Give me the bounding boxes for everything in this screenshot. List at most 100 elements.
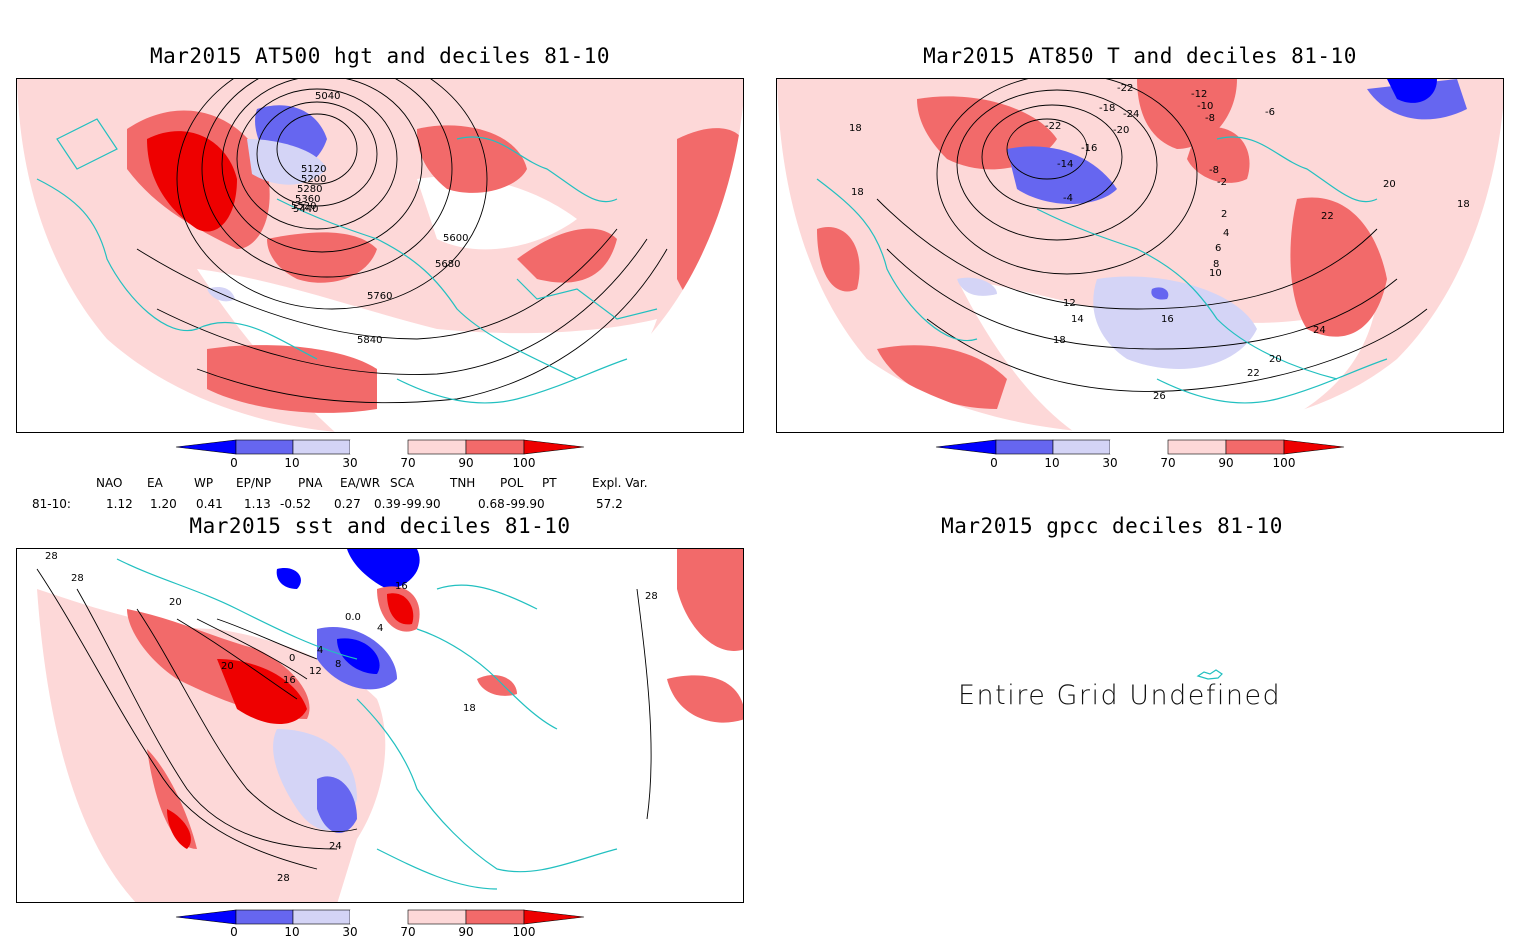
t850-label-21: 16 — [1161, 314, 1174, 325]
t850-label-4: -12 — [1191, 89, 1207, 100]
sst-label-8: 0 — [289, 653, 295, 664]
sst-label-4: 16 — [283, 675, 296, 686]
t850-label-2: -18 — [1099, 103, 1115, 114]
t850-label-0: -22 — [1117, 83, 1133, 94]
index-value-nao: 1.12 — [106, 497, 133, 511]
sst-label-7: 4 — [317, 645, 323, 656]
t850-label-17: 8 — [1213, 259, 1219, 270]
index-name-ea: EA — [147, 476, 163, 490]
gpcc-island-mark — [1196, 669, 1223, 680]
z500-label-7: 5600 — [443, 233, 468, 244]
sst-label-2: 20 — [169, 597, 182, 608]
t850-label-10: -14 — [1057, 159, 1073, 170]
t850-label-3: -10 — [1197, 101, 1213, 112]
colorbar-sst-svg — [175, 909, 585, 925]
map-z500-svg: 5040 5120 5200 5280 5360 5440 5520 5600 … — [17, 79, 743, 432]
title-gpcc: Mar2015 gpcc deciles 81-10 — [941, 514, 1283, 538]
t850-label-23: 20 — [1269, 354, 1282, 365]
t850-label-15: 4 — [1223, 228, 1229, 239]
colorbar-t850-svg — [935, 439, 1345, 455]
colorbar-z500-label-0: 0 — [230, 456, 238, 470]
index-value-pt: -99.90 — [506, 497, 545, 511]
sst-label-3: 20 — [221, 661, 234, 672]
t850-label-28: 20 — [1383, 179, 1396, 190]
t850-label-9: -16 — [1081, 143, 1097, 154]
index-value-pol: 0.68 — [478, 497, 505, 511]
title-sst: Mar2015 sst and deciles 81-10 — [189, 514, 571, 538]
t850-label-19: 12 — [1063, 298, 1076, 309]
index-value-sca: 0.39 — [374, 497, 401, 511]
map-sst-svg: 28 28 20 20 16 12 8 4 0 4 0.0 16 18 24 2… — [17, 549, 743, 902]
colorbar-sst-label-5: 100 — [512, 925, 536, 939]
index-value-tnh: -99.90 — [402, 497, 441, 511]
index-value-ea: 1.20 — [150, 497, 177, 511]
index-value-pna: -0.52 — [280, 497, 312, 511]
index-name-wp: WP — [194, 476, 214, 490]
sst-label-5: 12 — [309, 666, 322, 677]
t850-label-29: 18 — [851, 187, 864, 198]
sst-label-15: 28 — [645, 591, 658, 602]
t850-label-22: 18 — [1053, 335, 1066, 346]
t850-label-12: -4 — [1063, 193, 1073, 204]
colorbar-sst-label-1: 10 — [284, 925, 300, 939]
colorbar-sst-label-4: 90 — [458, 925, 474, 939]
t850-label-16: 6 — [1215, 243, 1221, 254]
index-name-nao: NAO — [96, 476, 123, 490]
t850-label-31: 18 — [1457, 199, 1470, 210]
title-z500: Mar2015 AT500 hgt and deciles 81-10 — [149, 44, 610, 68]
t850-label-7: -22 — [1045, 121, 1061, 132]
z500-label-2: 5200 — [301, 174, 326, 185]
t850-label-30: 22 — [1321, 211, 1334, 222]
colorbar-z500-label-4: 90 — [458, 456, 474, 470]
colorbar-sst: 0 10 30 70 90 100 — [175, 909, 586, 940]
z500-label-0: 5040 — [315, 91, 340, 102]
index-value-expl-var: 57.2 — [596, 497, 623, 511]
colorbar-t850-label-1: 10 — [1044, 456, 1060, 470]
colorbar-t850-label-0: 0 — [990, 456, 998, 470]
index-name-pol: POL — [500, 476, 524, 490]
sst-label-6: 8 — [335, 659, 341, 670]
colorbar-z500-svg — [175, 439, 585, 455]
index-name-eawr: EA/WR — [340, 476, 381, 490]
sst-label-12: 18 — [463, 703, 476, 714]
z500-label-10: 5840 — [357, 335, 382, 346]
index-value-epnp: 1.13 — [244, 497, 271, 511]
colorbar-z500-label-2: 30 — [342, 456, 358, 470]
index-value-wp: 0.41 — [196, 497, 223, 511]
indices-row-label: 81-10: — [32, 497, 71, 511]
z500-label-4: 5360 — [295, 194, 320, 205]
colorbar-sst-label-2: 30 — [342, 925, 358, 939]
map-sst: 28 28 20 20 16 12 8 4 0 4 0.0 16 18 24 2… — [16, 548, 744, 903]
t850-label-6: -6 — [1265, 107, 1275, 118]
index-name-epnp: EP/NP — [236, 476, 272, 490]
colorbar-t850-label-3: 70 — [1160, 456, 1176, 470]
sst-label-0: 28 — [45, 551, 58, 562]
index-name-pt: PT — [542, 476, 557, 490]
t850-label-27: 18 — [849, 123, 862, 134]
z500-label-5: 5440 — [293, 204, 318, 215]
t850-label-11: -8 — [1209, 165, 1219, 176]
z500-label-8: 5680 — [435, 259, 460, 270]
colorbar-z500: 0 10 30 70 90 100 — [175, 439, 586, 476]
t850-label-24: 22 — [1247, 368, 1260, 379]
t850-contour-labels: -22 -24 -18 -10 -12 -8 -6 -22 -20 -16 -1… — [849, 83, 1470, 402]
gpcc-undefined-message: Entire Grid Undefined — [958, 680, 1282, 711]
z500-label-1: 5120 — [301, 164, 326, 175]
sst-contour-labels: 28 28 20 20 16 12 8 4 0 4 0.0 16 18 24 2… — [45, 551, 658, 884]
sst-label-10: 0.0 — [345, 612, 361, 623]
z500-label-9: 5760 — [367, 291, 392, 302]
index-name-tnh: TNH — [450, 476, 476, 490]
z500-label-3: 5280 — [297, 184, 322, 195]
title-t850: Mar2015 AT850 T and deciles 81-10 — [923, 44, 1357, 68]
t850-label-8: -20 — [1113, 125, 1129, 136]
colorbar-z500-label-3: 70 — [400, 456, 416, 470]
colorbar-z500-label-5: 100 — [512, 456, 536, 470]
t850-label-1: -24 — [1123, 109, 1139, 120]
t850-label-20: 14 — [1071, 314, 1084, 325]
sst-label-13: 24 — [329, 841, 342, 852]
sst-label-9: 4 — [377, 623, 383, 634]
sst-label-14: 28 — [277, 873, 290, 884]
map-z500: 5040 5120 5200 5280 5360 5440 5520 5600 … — [16, 78, 744, 433]
colorbar-t850: 0 10 30 70 90 100 — [935, 439, 1346, 476]
colorbar-t850-label-5: 100 — [1272, 456, 1296, 470]
